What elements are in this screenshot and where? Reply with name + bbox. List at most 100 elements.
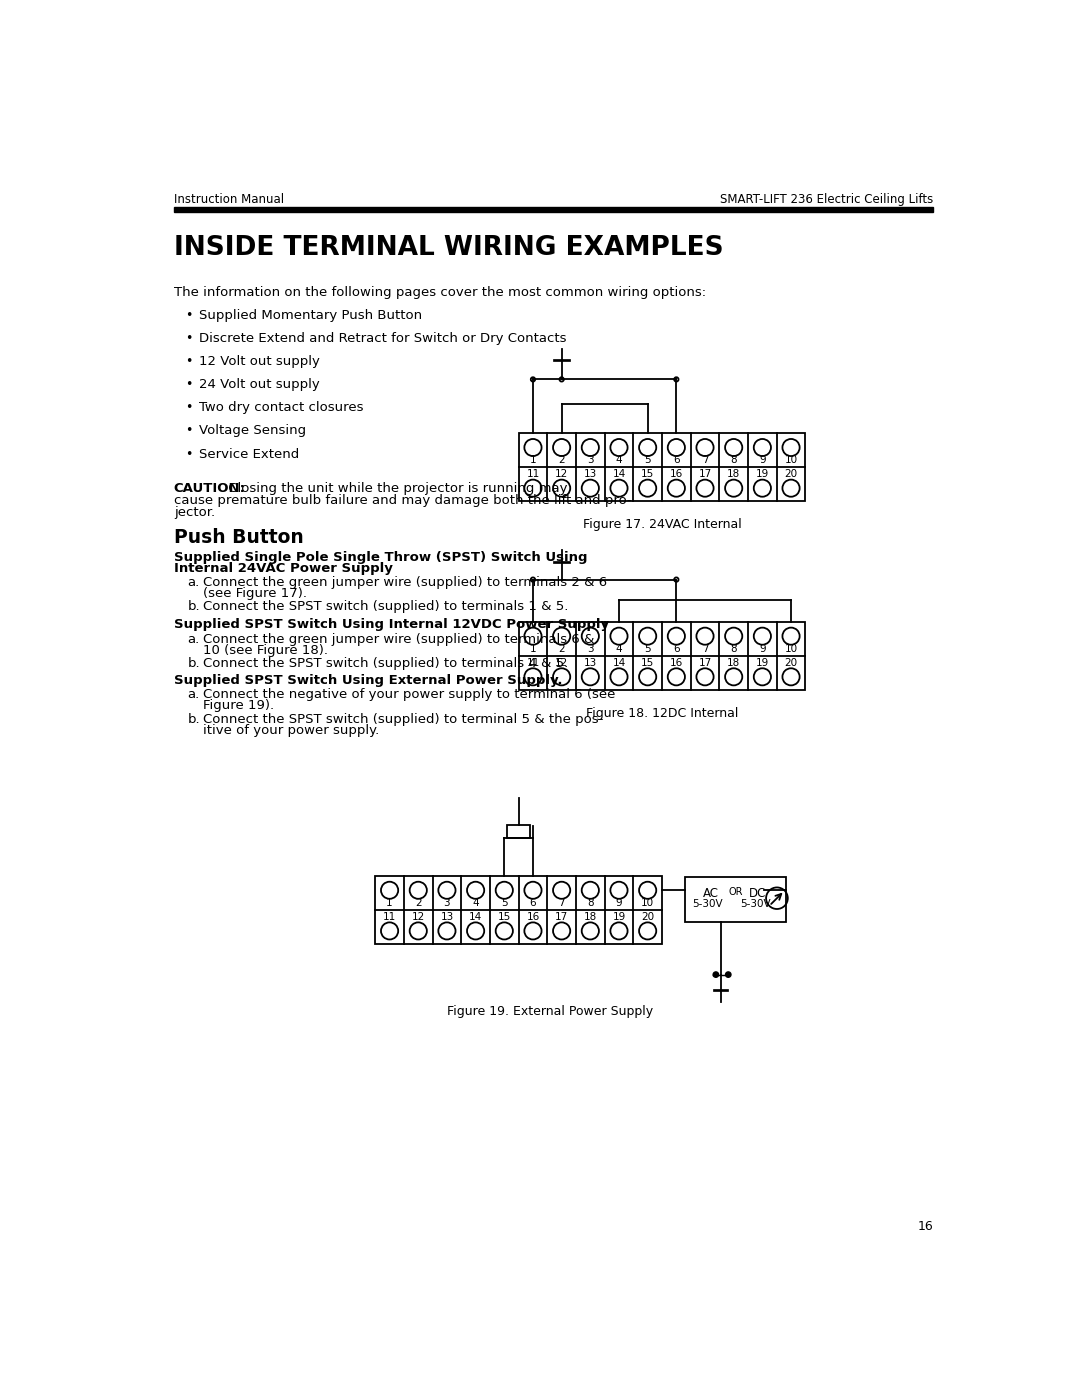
Text: Discrete Extend and Retract for Switch or Dry Contacts: Discrete Extend and Retract for Switch o… xyxy=(199,332,566,345)
Text: 16: 16 xyxy=(670,658,683,668)
Text: 4: 4 xyxy=(616,644,622,654)
Text: •: • xyxy=(186,401,192,415)
Text: cause premature bulb failure and may damage both the lift and pro-: cause premature bulb failure and may dam… xyxy=(174,495,632,507)
Text: Figure 17. 24VAC Internal: Figure 17. 24VAC Internal xyxy=(582,518,741,531)
Text: Instruction Manual: Instruction Manual xyxy=(174,193,284,207)
Text: Two dry contact closures: Two dry contact closures xyxy=(199,401,363,415)
Text: Figure 19).: Figure 19). xyxy=(203,698,274,712)
Text: 10 (see Figure 18).: 10 (see Figure 18). xyxy=(203,644,328,657)
Text: 12: 12 xyxy=(555,658,568,668)
Text: 7: 7 xyxy=(702,455,708,465)
Text: •: • xyxy=(186,355,192,369)
Text: 15: 15 xyxy=(642,658,654,668)
Text: 1: 1 xyxy=(529,455,537,465)
Text: 6: 6 xyxy=(673,644,679,654)
Text: 10: 10 xyxy=(784,644,798,654)
Text: b.: b. xyxy=(188,712,200,726)
Text: CAUTION:: CAUTION: xyxy=(174,482,246,495)
Text: 11: 11 xyxy=(526,469,540,479)
Text: 3: 3 xyxy=(444,898,450,908)
Text: 5-30V: 5-30V xyxy=(741,898,771,908)
Text: •: • xyxy=(186,332,192,345)
Text: Connect the SPST switch (supplied) to terminal 5 & the pos-: Connect the SPST switch (supplied) to te… xyxy=(203,712,604,726)
Text: Push Button: Push Button xyxy=(174,528,303,548)
Circle shape xyxy=(713,972,718,978)
Text: b.: b. xyxy=(188,658,200,671)
Text: 20: 20 xyxy=(784,469,798,479)
Text: Connect the SPST switch (supplied) to terminals 1 & 5.: Connect the SPST switch (supplied) to te… xyxy=(203,601,568,613)
Text: 5: 5 xyxy=(645,644,651,654)
Text: 17: 17 xyxy=(555,912,568,922)
Text: 18: 18 xyxy=(727,469,740,479)
Text: Closing the unit while the projector is running may: Closing the unit while the projector is … xyxy=(225,482,568,495)
Text: 9: 9 xyxy=(759,644,766,654)
Text: 4: 4 xyxy=(472,898,478,908)
Text: 11: 11 xyxy=(526,658,540,668)
Text: 14: 14 xyxy=(469,912,483,922)
Text: 5-30V: 5-30V xyxy=(692,898,723,908)
Text: a.: a. xyxy=(188,576,200,588)
Text: 12: 12 xyxy=(411,912,424,922)
Text: a.: a. xyxy=(188,633,200,645)
Text: Supplied Momentary Push Button: Supplied Momentary Push Button xyxy=(199,309,421,321)
Text: 1: 1 xyxy=(387,898,393,908)
Text: Connect the green jumper wire (supplied) to terminals 2 & 6: Connect the green jumper wire (supplied)… xyxy=(203,576,607,588)
Text: 2: 2 xyxy=(558,455,565,465)
Text: b.: b. xyxy=(188,601,200,613)
Text: INSIDE TERMINAL WIRING EXAMPLES: INSIDE TERMINAL WIRING EXAMPLES xyxy=(174,236,724,261)
Text: Internal 24VAC Power Supply: Internal 24VAC Power Supply xyxy=(174,562,393,576)
Text: 7: 7 xyxy=(702,644,708,654)
Text: 16: 16 xyxy=(918,1220,933,1234)
Text: (see Figure 17).: (see Figure 17). xyxy=(203,587,307,599)
Text: 20: 20 xyxy=(642,912,654,922)
Text: 2: 2 xyxy=(558,644,565,654)
Text: 16: 16 xyxy=(670,469,683,479)
Text: 4: 4 xyxy=(616,455,622,465)
Text: •: • xyxy=(186,309,192,321)
Text: 7: 7 xyxy=(558,898,565,908)
Text: 5: 5 xyxy=(645,455,651,465)
Text: 16: 16 xyxy=(526,912,540,922)
Text: The information on the following pages cover the most common wiring options:: The information on the following pages c… xyxy=(174,286,706,299)
Text: 6: 6 xyxy=(529,898,537,908)
Text: 19: 19 xyxy=(756,469,769,479)
Text: 8: 8 xyxy=(730,644,737,654)
Text: 2: 2 xyxy=(415,898,421,908)
Text: 13: 13 xyxy=(441,912,454,922)
Text: 20: 20 xyxy=(784,658,798,668)
Text: 19: 19 xyxy=(612,912,625,922)
Text: AC: AC xyxy=(702,887,718,900)
Text: a.: a. xyxy=(188,689,200,701)
Text: 11: 11 xyxy=(383,912,396,922)
Text: 10: 10 xyxy=(784,455,798,465)
Text: 15: 15 xyxy=(642,469,654,479)
Text: Voltage Sensing: Voltage Sensing xyxy=(199,425,306,437)
Text: 14: 14 xyxy=(612,658,625,668)
Text: Connect the green jumper wire (supplied) to terminals 6 &: Connect the green jumper wire (supplied)… xyxy=(203,633,595,645)
Text: 18: 18 xyxy=(727,658,740,668)
Bar xyxy=(174,207,933,212)
Text: •: • xyxy=(186,379,192,391)
Text: •: • xyxy=(186,447,192,461)
Text: Supplied SPST Switch Using Internal 12VDC Power Supply: Supplied SPST Switch Using Internal 12VD… xyxy=(174,617,609,631)
Text: 12 Volt out supply: 12 Volt out supply xyxy=(199,355,320,369)
Text: 3: 3 xyxy=(588,455,594,465)
Bar xyxy=(507,826,530,838)
Text: Supplied SPST Switch Using External Power Supply.: Supplied SPST Switch Using External Powe… xyxy=(174,673,563,686)
Text: 10: 10 xyxy=(642,898,654,908)
Text: Figure 18. 12DC Internal: Figure 18. 12DC Internal xyxy=(585,707,739,719)
Text: 1: 1 xyxy=(529,644,537,654)
Text: Connect the SPST switch (supplied) to terminals 4 & 5.: Connect the SPST switch (supplied) to te… xyxy=(203,658,568,671)
Text: 8: 8 xyxy=(730,455,737,465)
Text: 12: 12 xyxy=(555,469,568,479)
Text: itive of your power supply.: itive of your power supply. xyxy=(203,724,379,736)
Text: 14: 14 xyxy=(612,469,625,479)
Text: •: • xyxy=(186,425,192,437)
Circle shape xyxy=(726,972,731,978)
Bar xyxy=(375,876,662,944)
Bar xyxy=(685,877,786,922)
Text: 24 Volt out supply: 24 Volt out supply xyxy=(199,379,320,391)
Bar xyxy=(518,433,806,502)
Text: DC: DC xyxy=(750,887,767,900)
Text: 15: 15 xyxy=(498,912,511,922)
